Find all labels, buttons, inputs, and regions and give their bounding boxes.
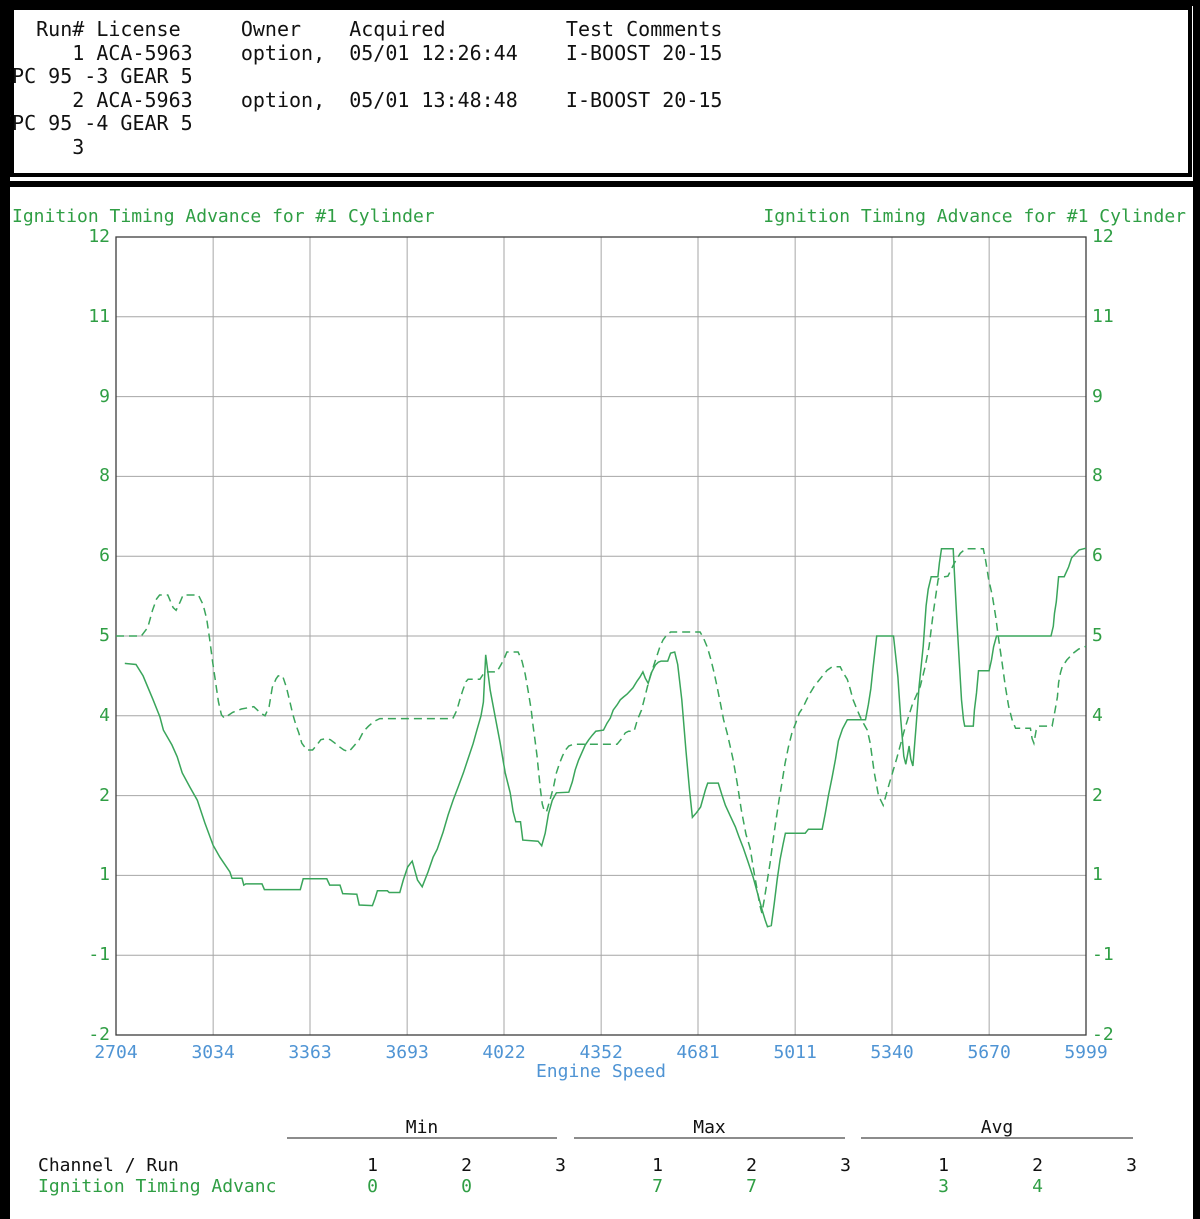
stats-group-rule bbox=[861, 1137, 1133, 1139]
y-tick-label: 12 bbox=[88, 226, 110, 247]
x-tick-label: 5670 bbox=[967, 1042, 1011, 1063]
x-tick-label: 5999 bbox=[1064, 1042, 1108, 1063]
y-tick-label: 8 bbox=[99, 465, 110, 487]
run-info-panel bbox=[10, 6, 1192, 177]
y-tick-label: -2 bbox=[1092, 1024, 1114, 1045]
stats-run-header: 2 bbox=[1032, 1155, 1043, 1176]
y-tick-label: 11 bbox=[1092, 305, 1114, 327]
stats-run-header: 1 bbox=[652, 1155, 663, 1176]
x-tick-label: 3363 bbox=[288, 1042, 332, 1063]
stats-channel-name: Ignition Timing Advanc bbox=[38, 1176, 277, 1197]
y-tick-label: 4 bbox=[1092, 704, 1103, 726]
y-tick-label: 5 bbox=[1092, 625, 1103, 646]
run-info-table: Run# License Owner Acquired Test Comment… bbox=[0, 17, 723, 159]
stats-run-header: 2 bbox=[461, 1155, 472, 1176]
panel-separator bbox=[0, 181, 1200, 187]
stats-value: 7 bbox=[746, 1176, 757, 1197]
chart-title-left: Ignition Timing Advance for #1 Cylinder bbox=[12, 206, 435, 227]
stats-run-header: 3 bbox=[840, 1155, 851, 1176]
x-tick-label: 4681 bbox=[676, 1042, 720, 1063]
stats-group-rule bbox=[574, 1137, 845, 1139]
y-tick-label: 9 bbox=[1092, 385, 1103, 407]
stats-group-label-avg: Avg bbox=[980, 1117, 1014, 1138]
y-tick-label: 12 bbox=[1092, 226, 1114, 247]
stats-run-header: 3 bbox=[555, 1155, 566, 1176]
x-tick-label: 5011 bbox=[773, 1042, 817, 1063]
chart-title-right: Ignition Timing Advance for #1 Cylinder bbox=[763, 206, 1186, 227]
stats-value: 4 bbox=[1032, 1176, 1043, 1197]
y-tick-label: 5 bbox=[99, 625, 110, 646]
y-tick-label: -2 bbox=[88, 1024, 110, 1045]
x-tick-label: 2704 bbox=[94, 1042, 138, 1063]
y-tick-label: 8 bbox=[1092, 465, 1103, 487]
x-tick-label: 4352 bbox=[579, 1042, 623, 1063]
y-tick-label: 2 bbox=[1092, 784, 1103, 806]
stats-value: 3 bbox=[938, 1176, 949, 1197]
stats-row-header: Channel / Run bbox=[38, 1155, 179, 1176]
x-axis-title: Engine Speed bbox=[535, 1061, 667, 1082]
window-frame-top bbox=[0, 0, 1200, 6]
x-tick-label: 3693 bbox=[385, 1042, 429, 1063]
x-tick-label: 3034 bbox=[191, 1042, 235, 1063]
run2-line bbox=[116, 548, 1087, 914]
window-frame-left bbox=[0, 0, 10, 1219]
stats-group-rule bbox=[287, 1137, 557, 1139]
stats-run-header: 1 bbox=[367, 1155, 378, 1176]
y-tick-label: 4 bbox=[99, 704, 110, 726]
y-tick-label: 2 bbox=[99, 784, 110, 806]
stats-run-header: 1 bbox=[938, 1155, 949, 1176]
y-tick-label: 9 bbox=[99, 385, 110, 407]
y-tick-label: 11 bbox=[88, 305, 110, 327]
stats-value: 0 bbox=[367, 1176, 378, 1197]
x-tick-label: 4022 bbox=[482, 1042, 526, 1063]
x-tick-label: 5340 bbox=[870, 1042, 914, 1063]
window-frame-right bbox=[1193, 0, 1200, 1219]
y-tick-label: -1 bbox=[1092, 944, 1114, 966]
stats-run-header: 3 bbox=[1126, 1155, 1137, 1176]
y-tick-label: 1 bbox=[99, 864, 110, 886]
stats-run-header: 2 bbox=[746, 1155, 757, 1176]
y-tick-label: -1 bbox=[88, 944, 110, 966]
stats-value: 0 bbox=[461, 1176, 472, 1197]
stats-group-label-min: Min bbox=[405, 1117, 439, 1138]
y-tick-label: 6 bbox=[99, 545, 110, 567]
y-tick-label: 1 bbox=[1092, 864, 1103, 886]
stats-group-label-max: Max bbox=[693, 1117, 726, 1138]
run1-line bbox=[124, 547, 1087, 928]
y-tick-label: 6 bbox=[1092, 545, 1103, 567]
stats-value: 7 bbox=[652, 1176, 663, 1197]
